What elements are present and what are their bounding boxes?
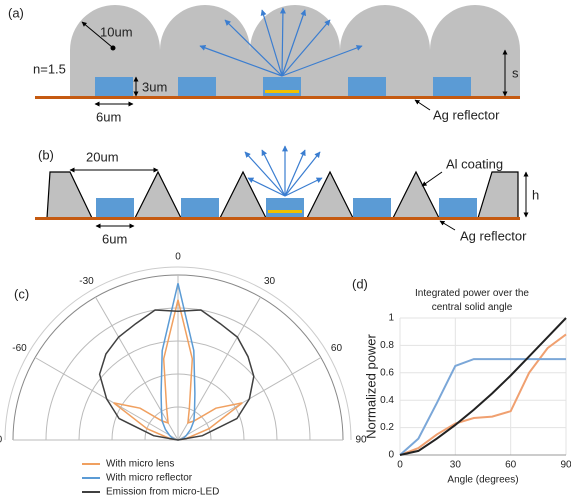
panel-label: (c) bbox=[14, 286, 29, 301]
angle-tick-label: 30 bbox=[264, 276, 276, 287]
micro-led bbox=[96, 198, 134, 217]
y-tick-label: 0 bbox=[388, 450, 394, 461]
label: s bbox=[512, 65, 519, 80]
x-axis-label: Angle (degrees) bbox=[447, 475, 518, 486]
micro-led bbox=[178, 77, 216, 96]
pointer bbox=[422, 172, 442, 186]
legend-label: With micro lens bbox=[106, 459, 174, 470]
angle-tick-label: -90 bbox=[0, 435, 3, 446]
micro-led bbox=[348, 77, 386, 96]
ag-reflector bbox=[35, 217, 520, 220]
micro-led bbox=[353, 198, 391, 217]
micro-led bbox=[181, 198, 219, 217]
panel-label: (b) bbox=[38, 147, 54, 162]
label: Ag reflector bbox=[460, 228, 527, 243]
line bbox=[400, 359, 566, 455]
angle-tick-label: -60 bbox=[12, 343, 27, 354]
pointer bbox=[415, 100, 430, 110]
micro-led bbox=[439, 198, 477, 217]
label: 3um bbox=[142, 79, 167, 94]
angle-tick-label: 0 bbox=[175, 252, 181, 263]
panel-a: (a) 10um n=1.5 3um 6um s Ag reflector bbox=[8, 5, 520, 124]
panel-label: (a) bbox=[8, 5, 24, 20]
y-tick-label: 0.4 bbox=[380, 395, 394, 406]
active-layer bbox=[268, 210, 302, 213]
charts: -90 -60 -30 0 30 60 90 With micro lens With micr… bbox=[0, 252, 571, 498]
angle-tick-label: -30 bbox=[79, 276, 94, 287]
panel-label: (d) bbox=[352, 276, 368, 291]
micro-led bbox=[95, 77, 133, 96]
label: 6um bbox=[102, 231, 127, 246]
rays bbox=[245, 146, 322, 196]
label: 10um bbox=[100, 24, 133, 39]
y-tick-label: 0.2 bbox=[380, 422, 394, 433]
label: Al coating bbox=[446, 156, 503, 171]
center-dot bbox=[111, 46, 116, 51]
y-tick-label: 0.8 bbox=[380, 340, 394, 351]
y-tick-label: 0.6 bbox=[380, 367, 394, 378]
micro-led bbox=[266, 198, 304, 217]
micro-led bbox=[433, 77, 471, 96]
label: Ag reflector bbox=[433, 107, 500, 122]
legend-label: With micro reflector bbox=[106, 473, 193, 484]
y-tick-label: 1 bbox=[388, 313, 394, 324]
label: h bbox=[532, 187, 539, 202]
label: 6um bbox=[96, 109, 121, 124]
legend-label: Emission from micro-LED bbox=[106, 487, 219, 498]
x-tick-label: 90 bbox=[560, 460, 571, 471]
x-tick-label: 30 bbox=[450, 460, 462, 471]
figure: (a) 10um n=1.5 3um 6um s Ag reflector (b… bbox=[0, 0, 571, 499]
ag-reflector bbox=[35, 96, 520, 99]
grid-spoke bbox=[178, 297, 261, 440]
line bbox=[400, 318, 566, 455]
line bbox=[400, 334, 566, 455]
polar-line bbox=[100, 310, 254, 440]
y-axis-label: Normalized power bbox=[363, 333, 378, 438]
active-layer bbox=[265, 90, 299, 93]
angle-tick-label: 60 bbox=[331, 343, 343, 354]
micro-led bbox=[263, 77, 301, 96]
x-tick-label: 0 bbox=[397, 460, 403, 471]
pointer bbox=[440, 221, 455, 230]
label: n=1.5 bbox=[33, 61, 66, 76]
x-tick-label: 60 bbox=[505, 460, 517, 471]
label: 20um bbox=[86, 149, 119, 164]
panel-b: (b) 20um Al coating h 6um Ag reflector bbox=[35, 146, 539, 246]
grid-spoke bbox=[96, 297, 179, 440]
